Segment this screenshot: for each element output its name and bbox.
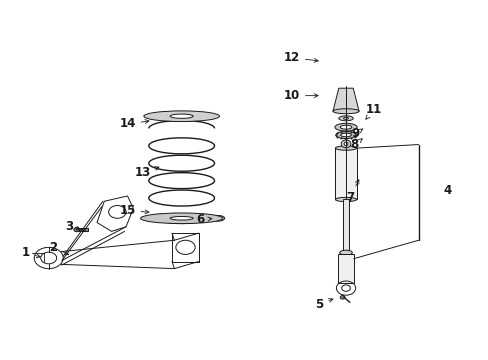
Text: 13: 13 xyxy=(135,166,159,179)
Ellipse shape xyxy=(335,146,356,150)
Text: 11: 11 xyxy=(365,103,382,119)
Text: 7: 7 xyxy=(345,180,358,204)
Ellipse shape xyxy=(211,215,224,221)
Text: 9: 9 xyxy=(351,127,362,140)
Ellipse shape xyxy=(343,117,348,120)
Text: 15: 15 xyxy=(119,204,149,217)
Ellipse shape xyxy=(335,131,355,139)
Ellipse shape xyxy=(340,133,350,137)
Bar xyxy=(342,199,349,269)
Text: 6: 6 xyxy=(196,213,211,226)
Text: 2: 2 xyxy=(49,241,68,255)
Text: 12: 12 xyxy=(283,51,318,64)
Bar xyxy=(78,228,88,231)
Text: 10: 10 xyxy=(283,89,318,102)
Ellipse shape xyxy=(340,125,351,129)
Text: 4: 4 xyxy=(443,184,451,197)
Bar xyxy=(338,255,353,283)
Circle shape xyxy=(34,247,63,269)
Ellipse shape xyxy=(334,123,356,131)
Ellipse shape xyxy=(170,114,193,118)
Ellipse shape xyxy=(341,140,350,148)
Polygon shape xyxy=(332,88,358,111)
Text: 1: 1 xyxy=(22,246,40,259)
Ellipse shape xyxy=(140,213,223,224)
Text: 3: 3 xyxy=(65,220,80,233)
Ellipse shape xyxy=(339,250,351,255)
Text: 5: 5 xyxy=(315,298,332,311)
Ellipse shape xyxy=(143,111,219,122)
Bar xyxy=(335,148,356,199)
Circle shape xyxy=(340,296,345,299)
Ellipse shape xyxy=(335,197,356,202)
Circle shape xyxy=(41,252,57,264)
Text: 8: 8 xyxy=(350,138,362,151)
Ellipse shape xyxy=(338,116,352,121)
Ellipse shape xyxy=(344,142,347,145)
Ellipse shape xyxy=(332,109,358,114)
Ellipse shape xyxy=(170,216,193,220)
Circle shape xyxy=(74,228,80,232)
Ellipse shape xyxy=(215,217,221,220)
Text: 14: 14 xyxy=(119,117,149,130)
